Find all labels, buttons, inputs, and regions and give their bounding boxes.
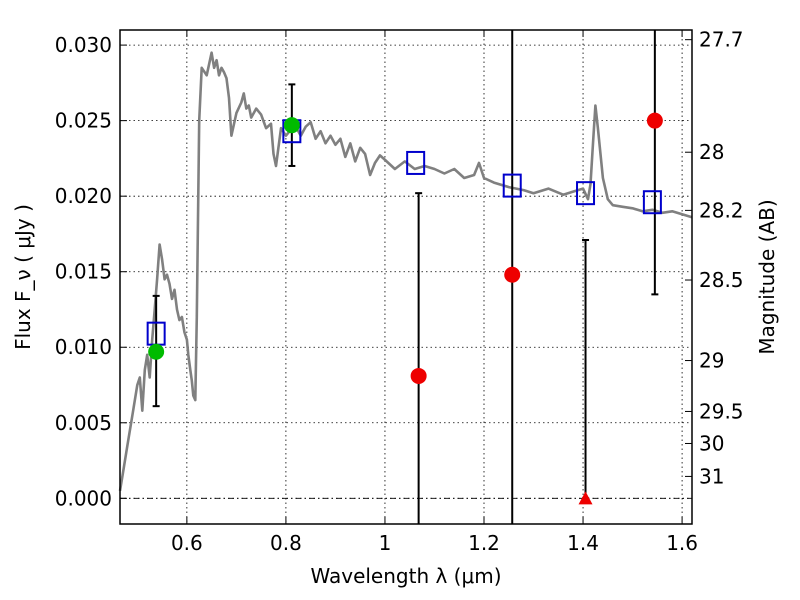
y-tick-label: 0.015 [55, 260, 112, 284]
y-tick-label: 0.010 [55, 335, 112, 359]
x-tick-label: 0.8 [270, 531, 302, 555]
y2-tick-label: 29 [699, 349, 724, 373]
x-tick-label: 1.2 [468, 531, 500, 555]
detection-point [148, 343, 165, 360]
model-photometry-square [406, 150, 426, 175]
y-axis-label: Flux F_ν ( μJy ) [11, 204, 35, 350]
y-tick-label: 0.030 [55, 33, 112, 57]
measurement-point [410, 367, 427, 384]
y2-tick-label: 28 [699, 140, 724, 164]
y-tick-label: 0.005 [55, 411, 112, 435]
y-tick-label: 0.000 [55, 486, 112, 510]
axis-ticks [120, 30, 692, 524]
y-tick-label: 0.025 [55, 109, 112, 133]
tick-labels: 0.6 0.8 1 1.2 1.4 1.6 0.000 0.005 0.010 0.015 0.02… [55, 28, 744, 555]
model-photometry-square [642, 190, 662, 215]
plot-frame [119, 29, 693, 525]
data-markers-group [146, 112, 663, 505]
x-tick-label: 0.6 [171, 531, 203, 555]
x-tick-label: 1.4 [567, 531, 599, 555]
upper-limit-triangle [578, 491, 593, 505]
y-tick-label: 0.020 [55, 184, 112, 208]
measurement-point [504, 266, 521, 283]
y2-tick-label: 27.7 [699, 28, 744, 52]
x-axis-label: Wavelength λ (μm) [310, 564, 501, 588]
y2-tick-label: 28.2 [699, 198, 744, 222]
measurement-point [646, 112, 663, 129]
y2-tick-label: 29.5 [699, 399, 744, 423]
y2-axis-label: Magnitude (AB) [755, 199, 779, 354]
model-photometry-square [502, 173, 522, 198]
y2-tick-label: 28.5 [699, 268, 744, 292]
detection-point [283, 117, 300, 134]
x-tick-label: 1 [379, 531, 392, 555]
y2-tick-label: 30 [699, 431, 724, 455]
model-photometry-square [576, 181, 596, 206]
y2-tick-label: 31 [699, 464, 724, 488]
x-tick-label: 1.6 [666, 531, 698, 555]
